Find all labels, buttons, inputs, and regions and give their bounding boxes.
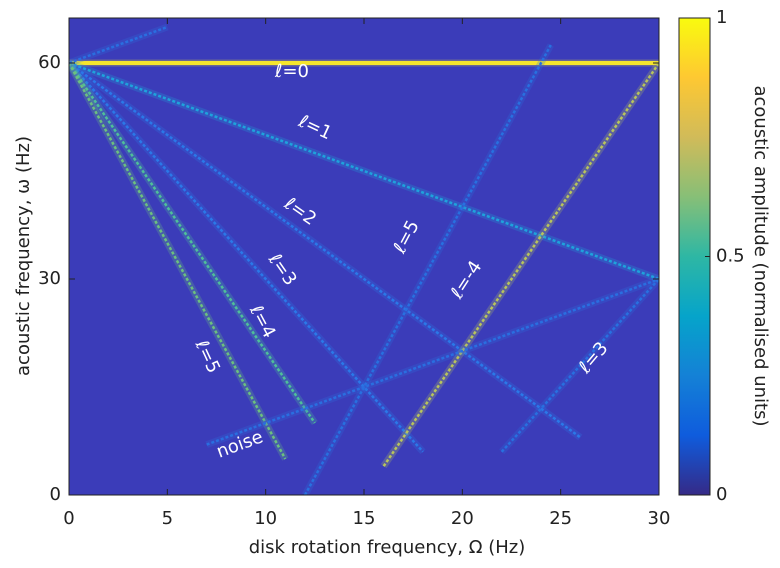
colorbar-tick-label: 1 [716, 7, 727, 28]
x-tick-label: 25 [549, 508, 572, 529]
ridge-line [69, 62, 287, 460]
ridge-line [382, 62, 659, 467]
ridge-line [500, 278, 659, 453]
plot-background [69, 18, 659, 495]
colorbar-tick-label: 0 [716, 484, 727, 505]
ridge-line [69, 61, 582, 439]
x-axis-label: disk rotation frequency, Ω (Hz) [249, 537, 526, 558]
x-tick-label: 5 [162, 508, 173, 529]
ridge-glow [69, 59, 659, 283]
x-tick-label: 20 [451, 508, 474, 529]
ridge-line [69, 62, 424, 453]
colorbar [678, 17, 711, 496]
x-tick-label: 0 [63, 508, 74, 529]
annotation: ℓ=0 [274, 61, 309, 82]
ridge-line [69, 25, 168, 65]
x-tick-label: 15 [353, 508, 376, 529]
ridges [69, 23, 659, 495]
colorbar-tick-label: 0.5 [716, 246, 745, 267]
ridge-line [206, 277, 659, 446]
y-tick-label: 60 [38, 52, 61, 73]
ridge-line [69, 62, 316, 424]
x-tick-label: 10 [254, 508, 277, 529]
y-tick-label: 30 [38, 268, 61, 289]
x-tick-label: 30 [648, 508, 671, 529]
ridge-line [303, 44, 552, 495]
y-tick-label: 0 [50, 484, 61, 505]
colorbar-label: acoustic amplitude (normalised units) [750, 85, 771, 426]
y-axis-label: acoustic frequency, ω (Hz) [13, 136, 34, 376]
